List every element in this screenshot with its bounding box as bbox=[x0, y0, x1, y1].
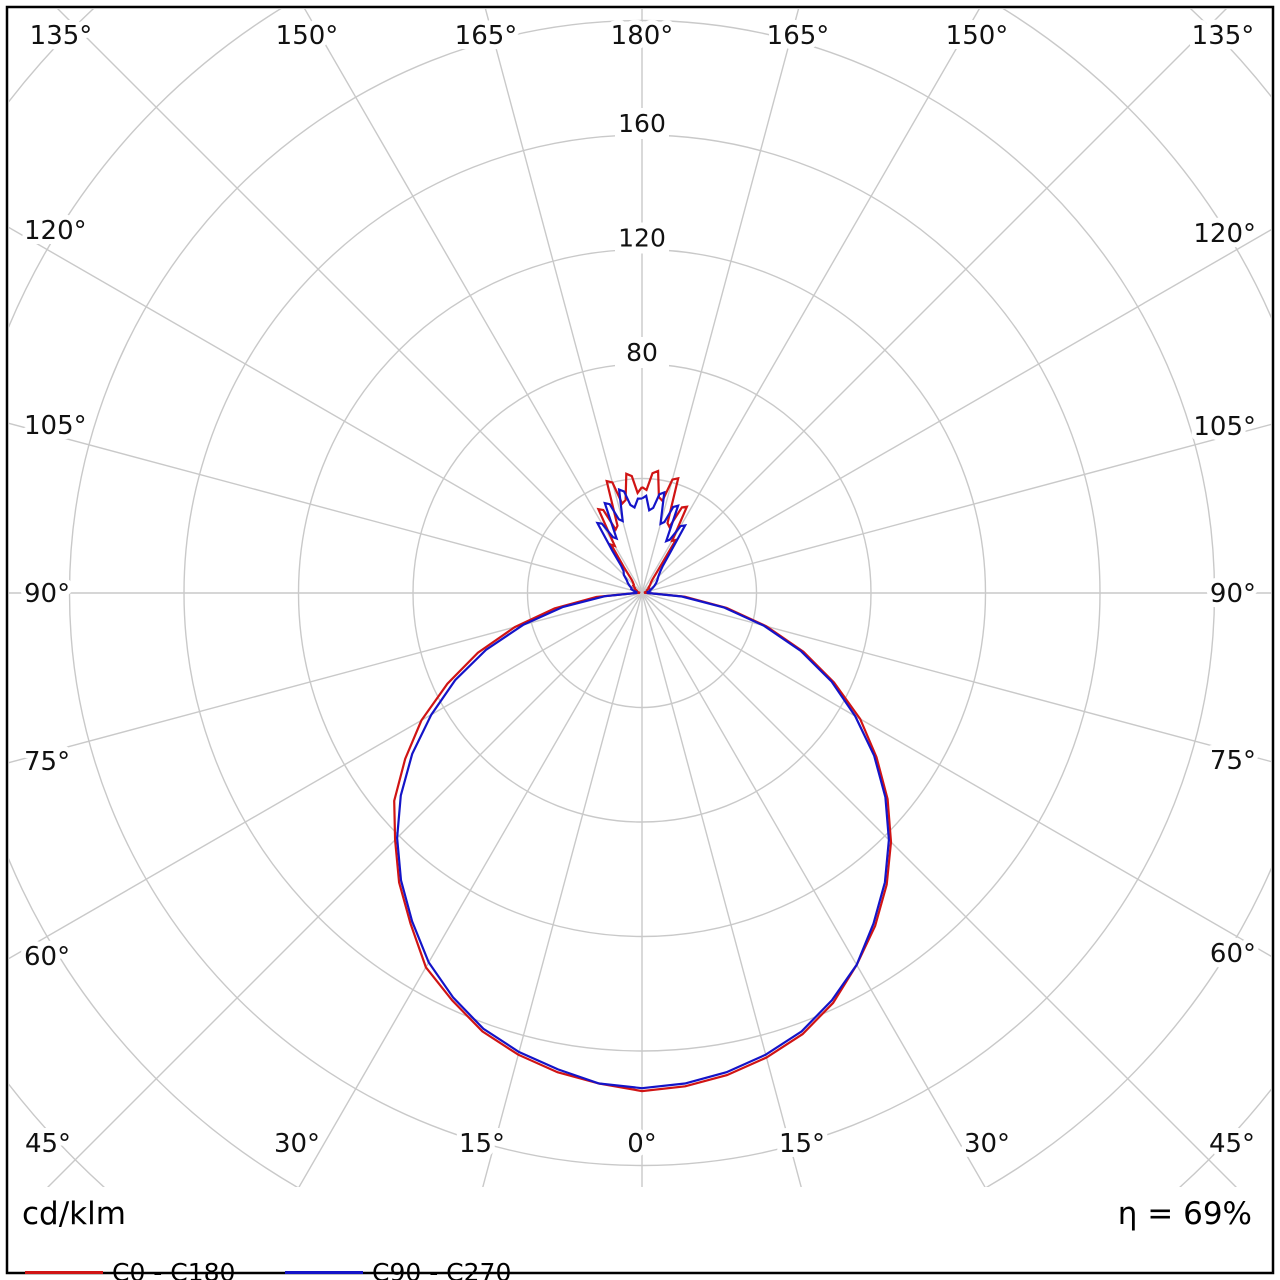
svg-text:80: 80 bbox=[626, 338, 658, 367]
svg-text:30°: 30° bbox=[274, 1129, 320, 1159]
legend: C0 - C180 C90 - C270 bbox=[0, 1258, 1280, 1280]
svg-text:135°: 135° bbox=[1192, 21, 1255, 51]
svg-text:30°: 30° bbox=[964, 1129, 1010, 1159]
svg-text:15°: 15° bbox=[779, 1129, 825, 1159]
svg-text:75°: 75° bbox=[1210, 746, 1256, 776]
svg-text:60°: 60° bbox=[24, 942, 70, 972]
svg-text:105°: 105° bbox=[1193, 412, 1256, 442]
legend-label-c0: C0 - C180 bbox=[112, 1258, 236, 1280]
svg-text:120°: 120° bbox=[1193, 219, 1256, 249]
svg-text:75°: 75° bbox=[24, 747, 70, 777]
svg-text:180°: 180° bbox=[611, 21, 674, 51]
svg-text:150°: 150° bbox=[276, 21, 339, 51]
svg-text:60°: 60° bbox=[1210, 939, 1256, 969]
svg-text:135°: 135° bbox=[30, 21, 93, 51]
svg-text:0°: 0° bbox=[627, 1129, 657, 1159]
svg-text:150°: 150° bbox=[946, 21, 1009, 51]
svg-text:165°: 165° bbox=[767, 21, 830, 51]
svg-text:120: 120 bbox=[618, 224, 666, 253]
legend-line-c0 bbox=[25, 1271, 103, 1274]
svg-text:120°: 120° bbox=[24, 216, 87, 246]
svg-text:90°: 90° bbox=[1210, 579, 1256, 609]
svg-text:15°: 15° bbox=[459, 1129, 505, 1159]
svg-text:45°: 45° bbox=[1209, 1129, 1255, 1159]
svg-text:105°: 105° bbox=[24, 411, 87, 441]
legend-line-c90 bbox=[285, 1271, 363, 1274]
legend-label-c90: C90 - C270 bbox=[372, 1258, 512, 1280]
unit-label: cd/klm bbox=[22, 1196, 126, 1232]
svg-text:90°: 90° bbox=[24, 579, 70, 609]
svg-text:165°: 165° bbox=[455, 21, 518, 51]
svg-text:45°: 45° bbox=[25, 1129, 71, 1159]
efficiency-label: η = 69% bbox=[1117, 1196, 1252, 1232]
svg-text:160: 160 bbox=[618, 109, 666, 138]
